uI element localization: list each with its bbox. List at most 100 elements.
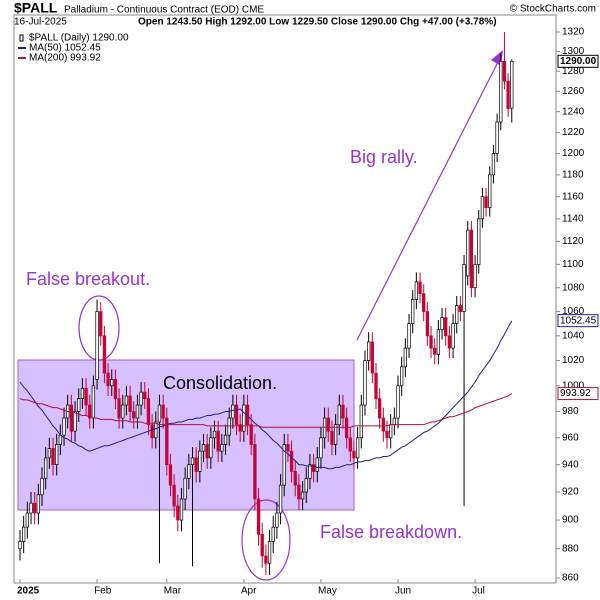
- candle-body: [433, 347, 437, 355]
- quote: Open 1243.50 High 1292.00 Low 1229.50 Cl…: [138, 17, 497, 28]
- candle-body: [25, 512, 29, 528]
- candle-body: [198, 450, 202, 472]
- rally-arrow: [356, 57, 501, 341]
- candle-body: [275, 512, 279, 528]
- chart-title: Palladium - Continuous Contract (EOD) CM…: [64, 5, 264, 16]
- candle-body: [403, 347, 407, 368]
- candle-body: [190, 457, 195, 466]
- candle-body: [264, 555, 268, 564]
- y-tick-label: 940: [562, 459, 579, 470]
- candle-body: [223, 434, 228, 445]
- y-tick-label: 1220: [562, 127, 585, 138]
- y-tick-label: 1160: [562, 191, 584, 202]
- candle-body: [51, 448, 55, 466]
- candle-body: [165, 417, 169, 466]
- annotation: Big rally.: [350, 147, 418, 167]
- candle-body: [91, 385, 96, 419]
- candle-body: [440, 317, 444, 331]
- candle-body: [110, 379, 114, 387]
- y-tick-label: 1000: [562, 380, 585, 391]
- candle-body: [22, 526, 26, 542]
- candle-body: [300, 491, 305, 500]
- candle-body: [315, 457, 319, 472]
- candle-body: [506, 80, 510, 109]
- candle-body: [135, 404, 140, 419]
- legend-label: MA(50) 1052.45: [29, 43, 101, 54]
- y-tick-label: 1320: [562, 27, 585, 38]
- candle-body: [183, 477, 187, 500]
- last-value-box: [557, 387, 599, 401]
- candle-body: [121, 404, 125, 419]
- candle-body: [293, 471, 297, 486]
- candle-body: [436, 329, 441, 355]
- ma-line: [19, 393, 513, 428]
- candle-body: [102, 335, 107, 374]
- candle-body: [333, 424, 338, 445]
- candle-body: [139, 391, 143, 406]
- candle-body: [146, 398, 151, 425]
- candle-body: [502, 60, 507, 82]
- candle-body: [319, 437, 323, 459]
- y-tick-label: 1020: [562, 355, 585, 366]
- candle-body: [58, 434, 63, 445]
- candle-body: [36, 494, 40, 514]
- candle-body: [242, 404, 246, 432]
- candle-body: [150, 424, 154, 439]
- symbol: $PALL: [14, 0, 58, 16]
- y-tick-label: 920: [562, 487, 579, 498]
- candle-body: [84, 388, 88, 406]
- y-tick-label: 1240: [562, 106, 585, 117]
- candle-body: [359, 404, 363, 439]
- candle-body: [466, 229, 470, 277]
- y-tick-label: 1120: [562, 236, 584, 247]
- x-tick-label: Mar: [164, 586, 182, 597]
- candle-body: [124, 395, 129, 406]
- candle-body: [256, 498, 261, 535]
- candle-body: [337, 404, 341, 425]
- date: 16-Jul-2025: [14, 17, 67, 28]
- legend-label: MA(200) 993.92: [29, 53, 101, 64]
- candle-body: [286, 444, 290, 452]
- candle-body: [418, 281, 422, 294]
- candle-body: [297, 484, 301, 500]
- candle-body: [389, 424, 393, 439]
- candle-body: [88, 404, 92, 419]
- candle-body: [414, 281, 419, 300]
- y-tick-label: 980: [562, 406, 579, 417]
- candle-body: [304, 477, 308, 493]
- candle-body: [477, 218, 481, 265]
- candle-body: [308, 464, 312, 479]
- candle-body: [168, 464, 173, 486]
- candle-body: [154, 421, 158, 439]
- last-price-box: [557, 54, 599, 68]
- candle-body: [367, 341, 371, 361]
- y-tick-label: 1060: [562, 306, 585, 317]
- candle-body: [161, 404, 165, 419]
- candle-body: [271, 526, 275, 542]
- annotation: False breakdown.: [320, 522, 462, 542]
- candle-body: [99, 311, 103, 337]
- candle-body: [194, 457, 198, 472]
- candle-body: [201, 444, 206, 452]
- annotation: Consolidation.: [163, 373, 277, 393]
- y-tick-label: 1280: [562, 66, 585, 77]
- candle-body: [95, 311, 99, 380]
- candle-body: [455, 305, 459, 324]
- candle-body: [234, 404, 239, 425]
- y-tick-label: 1200: [562, 148, 585, 159]
- candle-body: [429, 335, 433, 349]
- candle-body: [209, 437, 213, 459]
- x-tick-label: May: [318, 586, 337, 597]
- breakout-ellipse: [78, 295, 120, 361]
- candle-body: [172, 484, 176, 507]
- candle-body: [341, 404, 345, 419]
- candle-body: [374, 372, 378, 399]
- candle-body: [176, 505, 180, 521]
- x-tick-label: Apr: [241, 586, 257, 597]
- candle-body: [425, 311, 430, 337]
- candle-body: [322, 417, 327, 439]
- candle-body: [510, 60, 514, 109]
- legend-label: $PALL (Daily) 1290.00: [29, 33, 129, 44]
